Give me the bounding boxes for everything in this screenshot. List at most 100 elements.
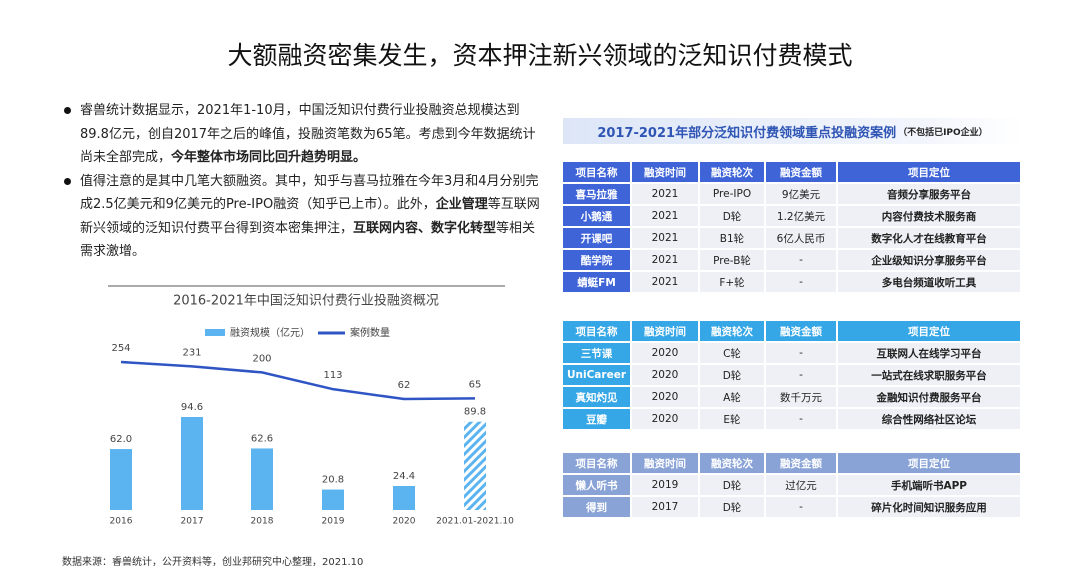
row: 小鹅通 2021 D轮 1.2亿美元 内容付费技术服务商 (563, 206, 1022, 226)
line-value-label: 113 (323, 370, 342, 381)
line-value-label: 254 (111, 343, 130, 354)
line-value-label: 62 (398, 380, 411, 391)
cell: 2021 (632, 228, 700, 248)
cell: 1.2亿美元 (766, 206, 838, 226)
row: 得到 2017 D轮 - 碎片化时间知识服务应用 (563, 497, 1022, 517)
cell: 2019 (632, 475, 700, 495)
bar-value-label: 89.8 (464, 407, 486, 418)
cell: 数字化人才在线教育平台 (838, 228, 1022, 248)
slide-title: 大额融资密集发生，资本押注新兴领域的泛知识付费模式 (227, 41, 853, 70)
project-name-cell: 豆瓣 (563, 409, 632, 429)
bar (464, 421, 486, 510)
cell: 音频分享服务平台 (838, 184, 1022, 204)
header-cell: 项目名称 (563, 321, 632, 341)
data-table: 项目名称 融资时间 融资轮次 融资金额 项目定位 喜马拉雅 2021 Pre-IPO 9亿美元音… (563, 160, 1022, 294)
header-row: 项目名称 融资时间 融资轮次 融资金额 项目定位 (563, 453, 1022, 473)
header-cell: 融资时间 (632, 453, 700, 473)
header-cell: 融资时间 (632, 321, 700, 341)
project-name-cell: 得到 (563, 497, 632, 517)
legend-swatch (205, 329, 225, 336)
row: 酷学院 2021 Pre-B轮 - 企业级知识分享服务平台 (563, 250, 1022, 270)
header-cell: 融资时间 (632, 162, 700, 182)
project-name-cell: 喜马拉雅 (563, 184, 632, 204)
project-name-cell: 三节课 (563, 343, 632, 363)
cell: 内容付费技术服务商 (838, 206, 1022, 226)
bar (110, 449, 132, 510)
cell: 2021 (632, 184, 700, 204)
header-row: 项目名称 融资时间 融资轮次 融资金额 项目定位 (563, 162, 1022, 182)
cell: 2021 (632, 272, 700, 292)
text: 等相关需求激增。 (80, 220, 536, 260)
cell: 过亿元 (766, 475, 838, 495)
bar (251, 448, 273, 510)
chart-title: 2016-2021年中国泛知识付费行业投融资概况 (173, 293, 439, 309)
tables-heading: 2017-2021年部分泛知识付费领域重点投融资案例 （不包括已IPO企业） (563, 118, 1022, 144)
header-cell: 融资轮次 (700, 162, 766, 182)
project-name-cell: 开课吧 (563, 228, 632, 248)
bold-text: 今年整体市场同比回升趋势明显。 (171, 150, 367, 165)
row: 开课吧 2021 B1轮 6亿人民币 数字化人才在线教育平台 (563, 228, 1022, 248)
data-table: 项目名称 融资时间 融资轮次 融资金额 项目定位 三节课 2020 C轮 - 互联网人在线学习平台… (563, 319, 1022, 431)
legend-label: 融资规模（亿元） (230, 326, 310, 339)
tables-heading-note: （不包括已IPO企业） (898, 127, 988, 138)
text: 睿兽统计数据显示，2021年1-10月，中国泛知识付费行业投融资总规模达到89.… (80, 103, 536, 165)
cell: D轮 (700, 206, 766, 226)
cell: E轮 (700, 409, 766, 429)
x-tick-label: 2019 (322, 517, 345, 527)
x-tick-label: 2017 (181, 517, 204, 527)
bar (181, 417, 203, 510)
cell: - (766, 250, 838, 270)
header-cell: 项目定位 (838, 321, 1022, 341)
bullet: 睿兽统计数据显示，2021年1-10月，中国泛知识付费行业投融资总规模达到89.… (62, 99, 540, 170)
project-name-cell: 小鹅通 (563, 206, 632, 226)
cell: 金融知识付费服务平台 (838, 387, 1022, 407)
tables-heading-title: 2017-2021年部分泛知识付费领域重点投融资案例 (597, 125, 897, 141)
chart: 2016-2021年中国泛知识付费行业投融资概况 融资规模（亿元） 案例数量 62.… (108, 285, 514, 527)
header-cell: 项目定位 (838, 453, 1022, 473)
header-cell: 融资轮次 (700, 321, 766, 341)
header-cell: 融资金额 (766, 321, 838, 341)
bullet-list: 睿兽统计数据显示，2021年1-10月，中国泛知识付费行业投融资总规模达到89.… (62, 99, 540, 264)
cell: D轮 (700, 497, 766, 517)
row: 豆瓣 2020 E轮 - 综合性网络社区论坛 (563, 409, 1022, 429)
cell: 企业级知识分享服务平台 (838, 250, 1022, 270)
cell: - (766, 409, 838, 429)
cell: 2021 (632, 206, 700, 226)
header-cell: 项目定位 (838, 162, 1022, 182)
cell: 2020 (632, 365, 700, 385)
text: 等互联网新兴领域的泛知识付费平台得到资本密集押注， (80, 197, 540, 236)
line (120, 360, 476, 401)
cell: 综合性网络社区论坛 (838, 409, 1022, 429)
project-name-cell: 酷学院 (563, 250, 632, 270)
bar (322, 489, 344, 510)
project-name-cell: 蜻蜓FM (563, 272, 632, 292)
bar-value-label: 62.0 (110, 434, 132, 445)
row: UniCareer 2020 D轮 - 一站式在线求职服务平台 (563, 365, 1022, 385)
legend-label: 案例数量 (350, 326, 390, 339)
row: 喜马拉雅 2021 Pre-IPO 9亿美元 音频分享服务平台 (563, 184, 1022, 204)
x-tick-label: 2016 (110, 517, 133, 527)
line-value-label: 231 (182, 347, 201, 358)
cell: - (766, 365, 838, 385)
cell: 碎片化时间知识服务应用 (838, 497, 1022, 517)
cell: C轮 (700, 343, 766, 363)
cell: 9亿美元 (766, 184, 838, 204)
bar (393, 486, 415, 510)
header-cell: 融资金额 (766, 162, 838, 182)
text: 值得注意的是其中几笔大额融资。其中，知乎与喜马拉雅在今年3月和4月分别完成2.5… (80, 173, 539, 213)
cell: 多电台频道收听工具 (838, 272, 1022, 292)
cell: 互联网人在线学习平台 (838, 343, 1022, 363)
project-name-cell: UniCareer (563, 365, 632, 385)
cell: - (766, 497, 838, 517)
cell: 2021 (632, 250, 700, 270)
data-table: 项目名称 融资时间 融资轮次 融资金额 项目定位 懒人听书 2019 D轮 过亿元 手机端听书AP… (563, 451, 1022, 519)
header-cell: 融资轮次 (700, 453, 766, 473)
cell: D轮 (700, 365, 766, 385)
cell: 一站式在线求职服务平台 (838, 365, 1022, 385)
cell: 2020 (632, 409, 700, 429)
header-cell: 项目名称 (563, 162, 632, 182)
cell: - (766, 343, 838, 363)
cell: D轮 (700, 475, 766, 495)
x-tick-label: 2021.01-2021.10 (436, 517, 514, 527)
